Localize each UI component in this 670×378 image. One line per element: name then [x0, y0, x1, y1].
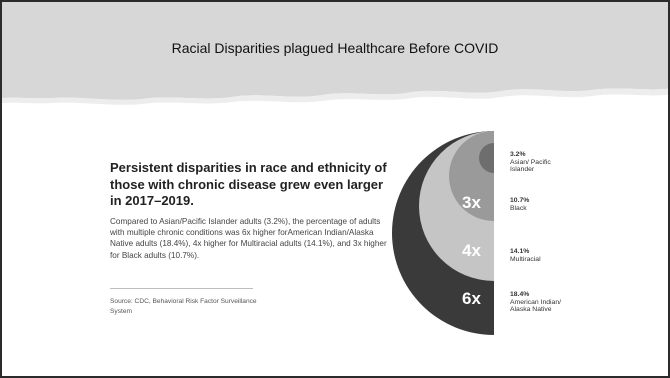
label-black: 10.7% Black	[510, 197, 630, 212]
group-black: Black	[510, 204, 527, 212]
percent-black: 10.7%	[510, 197, 530, 204]
percent-asian-pacific-islander: 3.2%	[510, 151, 526, 158]
infographic-body: Compared to Asian/Pacific Islander adult…	[110, 217, 387, 260]
circle-asian-pacific-islander	[479, 143, 494, 173]
multiplier-black: 3x	[462, 193, 481, 212]
slide-title: Racial Disparities plagued Healthcare Be…	[171, 40, 499, 56]
label-asian-pacific-islander: 3.2% Asian/ Pacific Islander	[510, 151, 630, 174]
percent-american-indian-alaska-native: 18.4%	[510, 291, 530, 298]
group-asian-pacific-islander: Asian/ Pacific Islander	[510, 158, 551, 174]
divider	[110, 288, 253, 289]
label-multiracial: 14.1% Multiracial	[510, 248, 630, 263]
multiplier-american-indian: 6x	[462, 289, 481, 308]
multiplier-multiracial: 4x	[462, 241, 481, 260]
group-multiracial: Multiracial	[510, 255, 541, 263]
torn-paper-header	[2, 2, 668, 105]
percent-multiracial: 14.1%	[510, 248, 530, 255]
label-american-indian-alaska-native: 18.4% American Indian/ Alaska Native	[510, 291, 630, 314]
group-american-indian-alaska-native: American Indian/ Alaska Native	[510, 298, 562, 314]
infographic-heading: Persistent disparities in race and ethni…	[110, 160, 387, 208]
source-note: Source: CDC, Behavioral Risk Factor Surv…	[110, 298, 257, 315]
